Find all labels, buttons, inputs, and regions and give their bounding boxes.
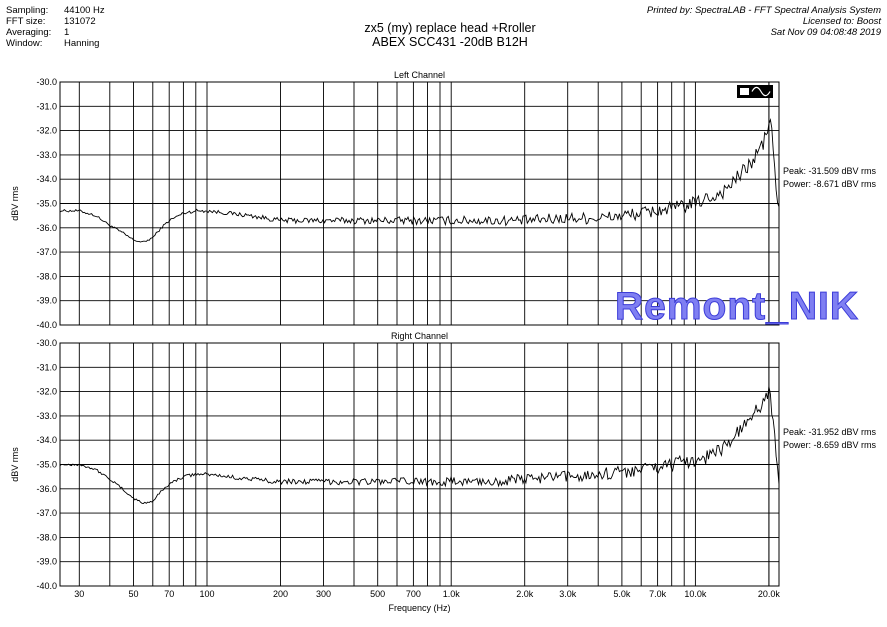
x-tick-label: 30: [74, 589, 84, 599]
chart-title-line1: zx5 (my) replace head +Rroller: [364, 21, 536, 35]
y-tick-label: -39.0: [36, 557, 57, 567]
x-tick-label: 1.0k: [443, 589, 461, 599]
panel-title: Left Channel: [394, 70, 445, 80]
x-tick-label: 50: [128, 589, 138, 599]
y-axis-label: dBV rms: [10, 186, 20, 221]
y-tick-label: -40.0: [36, 581, 57, 591]
y-tick-label: -37.0: [36, 247, 57, 257]
print-info: Printed by: SpectraLAB - FFT Spectral An…: [647, 5, 881, 38]
x-tick-label: 5.0k: [613, 589, 631, 599]
x-tick-label: 300: [316, 589, 331, 599]
x-tick-label: 10.0k: [684, 589, 707, 599]
print-timestamp: Sat Nov 09 04:08:48 2019: [770, 27, 881, 38]
setting-key: FFT size:: [6, 16, 46, 27]
y-tick-label: -38.0: [36, 532, 57, 542]
setting-key: Window:: [6, 38, 43, 49]
left-channel-trace: [59, 117, 780, 243]
setting-value: Hanning: [64, 38, 100, 49]
x-tick-label: 2.0k: [516, 589, 534, 599]
y-tick-label: -33.0: [36, 411, 57, 421]
x-tick-label: 70: [164, 589, 174, 599]
y-tick-label: -34.0: [36, 174, 57, 184]
setting-sampling: Sampling: 44100 Hz: [6, 5, 105, 16]
setting-window: Window: Hanning: [6, 38, 105, 49]
y-tick-label: -31.0: [36, 101, 57, 111]
analysis-settings: Sampling: 44100 Hz FFT size: 131072 Averag…: [6, 5, 105, 49]
left-channel-panel: -30.0 -31.0 -32.0 -33.0 -34.0 -35.0 -36.0 -37.0…: [10, 70, 877, 330]
y-tick-label: -36.0: [36, 484, 57, 494]
x-tick-label: 200: [273, 589, 288, 599]
x-tick-label: 100: [199, 589, 214, 599]
power-readout: Power: -8.671 dBV rms: [783, 179, 877, 189]
power-readout: Power: -8.659 dBV rms: [783, 440, 877, 450]
y-tick-label: -35.0: [36, 199, 57, 209]
x-tick-label: 7.0k: [649, 589, 667, 599]
y-tick-label: -34.0: [36, 435, 57, 445]
y-tick-label: -36.0: [36, 223, 57, 233]
spectralab-logo-icon: [737, 85, 773, 98]
y-tick-label: -32.0: [36, 387, 57, 397]
licensed-to: Licensed to: Boost: [802, 16, 881, 27]
y-tick-label: -39.0: [36, 296, 57, 306]
y-tick-label: -33.0: [36, 150, 57, 160]
y-tick-label: -37.0: [36, 508, 57, 518]
y-tick-label: -31.0: [36, 362, 57, 372]
peak-readout: Peak: -31.509 dBV rms: [783, 166, 877, 176]
x-axis-label: Frequency (Hz): [388, 603, 450, 613]
logo-block: [740, 88, 749, 95]
y-tick-label: -32.0: [36, 126, 57, 136]
setting-value: 131072: [64, 16, 96, 27]
peak-readout: Peak: -31.952 dBV rms: [783, 427, 877, 437]
setting-value: 44100 Hz: [64, 5, 105, 16]
watermark: Remont_NIK: [614, 285, 860, 329]
y-axis-label: dBV rms: [10, 447, 20, 482]
right-channel-panel: -30.0 -31.0 -32.0 -33.0 -34.0 -35.0 -36.0 -37.0…: [10, 331, 877, 613]
logo-wave: [751, 86, 771, 97]
x-tick-label: 3.0k: [559, 589, 577, 599]
right-channel-trace: [59, 386, 780, 504]
x-tick-label: 500: [370, 589, 385, 599]
setting-value: 1: [64, 27, 70, 38]
y-tick-label: -30.0: [36, 338, 57, 348]
setting-key: Averaging:: [6, 27, 52, 38]
y-tick-label: -40.0: [36, 320, 57, 330]
setting-fft-size: FFT size: 131072: [6, 16, 105, 27]
panel-title: Right Channel: [391, 331, 448, 341]
y-tick-label: -30.0: [36, 77, 57, 87]
x-tick-label: 700: [406, 589, 421, 599]
setting-key: Sampling:: [6, 5, 49, 16]
y-tick-label: -38.0: [36, 271, 57, 281]
setting-averaging: Averaging: 1: [6, 27, 105, 38]
printed-by: Printed by: SpectraLAB - FFT Spectral An…: [646, 5, 881, 16]
chart-title-line2: ABEX SCC431 -20dB B12H: [372, 35, 528, 49]
y-tick-label: -35.0: [36, 460, 57, 470]
x-tick-label: 20.0k: [758, 589, 781, 599]
